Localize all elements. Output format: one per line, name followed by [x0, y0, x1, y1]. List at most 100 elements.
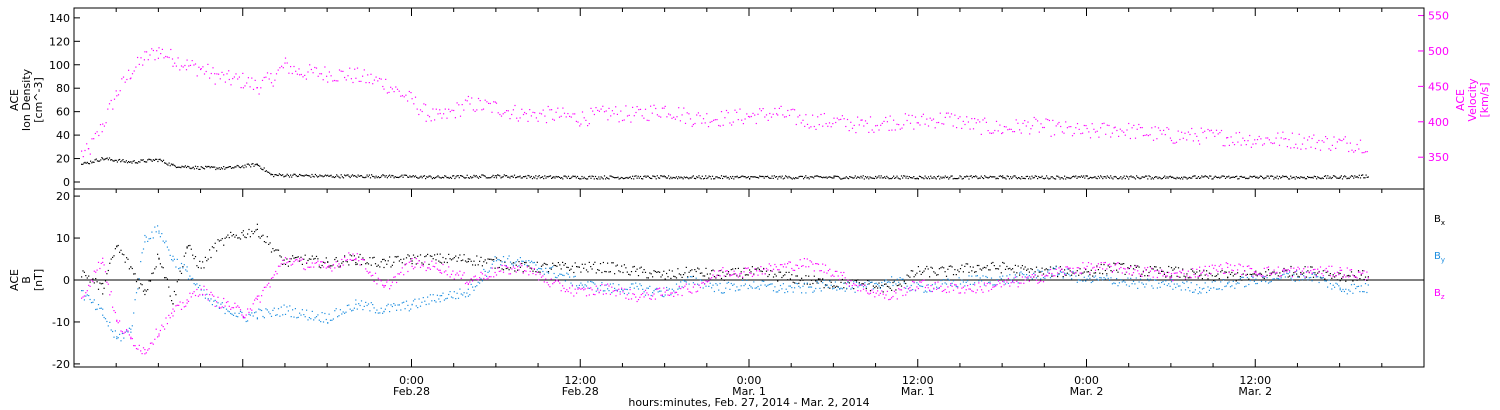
by-point: [995, 284, 997, 286]
density-point: [1059, 178, 1061, 180]
by-point: [483, 268, 485, 271]
bx-point: [777, 280, 779, 282]
by-point: [680, 281, 682, 283]
density-point: [247, 163, 249, 165]
by-point: [971, 275, 973, 277]
bz-point: [1045, 274, 1047, 276]
bx-point: [491, 259, 493, 261]
velocity-point: [656, 114, 658, 116]
bz-point: [279, 265, 281, 267]
bx-point: [102, 282, 104, 285]
bz-point: [480, 271, 482, 273]
bz-point: [605, 293, 607, 295]
bz-point: [408, 261, 410, 263]
velocity-point: [1197, 140, 1200, 142]
bx-point: [1259, 272, 1261, 274]
density-point: [594, 175, 597, 178]
density-point: [1233, 176, 1236, 178]
bx-point: [687, 276, 689, 278]
bx-point: [900, 285, 903, 287]
density-point: [629, 176, 631, 178]
by-point: [473, 289, 475, 291]
density-point: [506, 175, 508, 177]
velocity-point: [302, 76, 304, 78]
bz-point: [587, 287, 589, 289]
bx-point: [1349, 275, 1351, 277]
bz-point: [719, 275, 721, 277]
density-point: [1340, 175, 1342, 177]
bz-point: [1134, 269, 1136, 271]
density-point: [166, 163, 168, 165]
velocity-point: [1177, 130, 1179, 132]
by-point: [1194, 289, 1196, 291]
density-point: [855, 177, 858, 179]
bz-point: [749, 272, 751, 274]
by-point: [750, 286, 752, 288]
bz-point: [1110, 265, 1112, 267]
bx-point: [749, 269, 751, 271]
by-point: [584, 284, 586, 286]
bx-point: [296, 256, 298, 259]
bx-point: [279, 255, 281, 257]
by-point: [685, 281, 687, 283]
density-point: [1122, 177, 1124, 179]
bx-point: [983, 266, 985, 268]
velocity-point: [1159, 129, 1161, 132]
bz-point: [810, 261, 813, 263]
by-point: [1304, 277, 1306, 279]
by-point: [817, 282, 820, 284]
by-point: [688, 283, 690, 285]
bz-point: [545, 278, 547, 280]
bz-point: [1199, 266, 1201, 268]
bz-point: [764, 273, 766, 275]
bz-point: [455, 274, 457, 276]
by-point: [898, 281, 900, 283]
bz-point: [1339, 267, 1341, 269]
density-point: [954, 178, 957, 180]
density-point: [1026, 175, 1029, 177]
density-point: [1312, 177, 1314, 179]
bx-point: [277, 249, 280, 251]
by-point: [1234, 287, 1236, 289]
bz-point: [1038, 281, 1040, 283]
by-point: [173, 258, 175, 260]
bx-point: [176, 281, 178, 283]
velocity-point: [845, 125, 847, 128]
bz-point: [1227, 266, 1229, 268]
by-point: [623, 292, 625, 295]
velocity-point: [583, 117, 585, 119]
density-point: [1107, 176, 1110, 178]
density-point: [548, 175, 550, 177]
density-point: [795, 177, 797, 179]
bx-point: [592, 263, 595, 265]
by-point: [1192, 291, 1194, 293]
velocity-point: [105, 122, 107, 124]
bx-point: [940, 267, 942, 269]
bz-point: [922, 280, 924, 282]
bz-point: [538, 279, 540, 281]
bz-point: [753, 274, 755, 276]
density-point: [888, 178, 890, 180]
velocity-point: [448, 108, 450, 110]
by-point: [83, 299, 85, 301]
by-point: [1061, 271, 1063, 273]
density-point: [313, 176, 315, 178]
bz-point: [924, 286, 926, 289]
bx-point: [155, 266, 157, 268]
by-point: [1099, 277, 1101, 279]
bz-point: [1163, 272, 1165, 274]
density-point: [1290, 175, 1292, 177]
bz-point: [256, 295, 258, 297]
by-point: [158, 232, 160, 234]
bx-point: [505, 267, 507, 270]
velocity-point: [1063, 132, 1065, 134]
bx-point: [1037, 275, 1039, 277]
by-point: [193, 283, 195, 285]
bz-point: [1248, 265, 1250, 267]
bz-point: [1355, 276, 1357, 278]
bz-point: [1298, 268, 1300, 270]
by-point: [1269, 281, 1271, 283]
density-point: [432, 177, 435, 179]
bx-point: [1352, 280, 1354, 282]
by-point: [879, 287, 881, 289]
